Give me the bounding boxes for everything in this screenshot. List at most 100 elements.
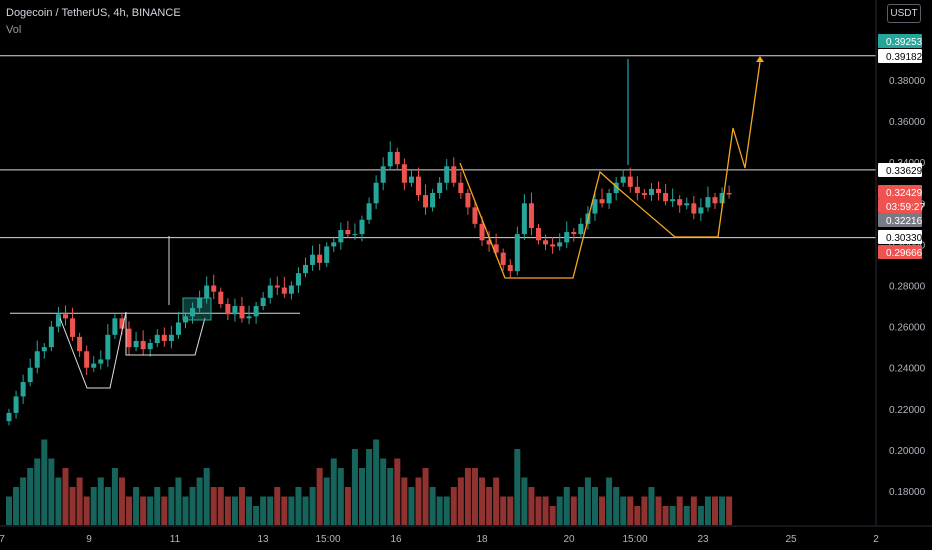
candle-body (168, 334, 174, 341)
volume-bar (704, 496, 711, 525)
volume-bar (323, 477, 330, 525)
candle-body (606, 193, 612, 204)
candle-body (620, 176, 626, 183)
candle-body (98, 359, 104, 364)
volume-bar (231, 496, 238, 525)
price-label-text-last-price: 0.32429 (886, 188, 923, 199)
price-label-text-resistance-top: 0.39182 (886, 52, 923, 63)
candle-body (500, 252, 506, 265)
volume-bars (6, 439, 733, 525)
volume-bar (726, 496, 733, 525)
volume-bar (90, 487, 97, 525)
price-label-text-entry: 0.32216 (886, 216, 923, 227)
time-axis[interactable]: 7 9 11 13 15:00 16 18 20 15:00 23 25 2 (0, 525, 932, 545)
candle-body (175, 322, 181, 335)
volume-bar (606, 477, 613, 525)
volume-bar (394, 458, 401, 525)
volume-bar (479, 477, 486, 525)
candle-body (288, 285, 294, 294)
price-tick-label: 0.20000 (889, 446, 926, 457)
volume-bar (690, 496, 697, 525)
price-label-resistance-top (878, 49, 922, 63)
candle-body (112, 318, 118, 335)
price-tick-label: 0.28000 (889, 282, 926, 293)
volume-bar (648, 487, 655, 525)
price-tick-label: 0.22000 (889, 405, 926, 416)
volume-bar (662, 506, 669, 525)
candle-body (133, 340, 139, 348)
candle-body (550, 244, 556, 247)
candle-body (77, 336, 83, 352)
volume-bar (535, 496, 542, 525)
volume-bar (556, 496, 563, 525)
price-tick-label: 0.26000 (889, 323, 926, 334)
volume-bar (599, 496, 606, 525)
volume-bar (641, 496, 648, 525)
volume-bar (288, 496, 295, 525)
volume-bar (655, 496, 662, 525)
volume-bar (359, 468, 365, 525)
candle-body (648, 188, 654, 196)
volume-bar (634, 506, 641, 525)
candle-body (571, 232, 577, 235)
candle-body (423, 195, 429, 208)
candle-body (691, 203, 697, 214)
time-tick-label: 7 (0, 534, 5, 545)
volume-bar (224, 496, 231, 525)
volume-indicator-label[interactable]: Vol (6, 24, 22, 36)
candle-body (684, 203, 690, 206)
volume-bar (436, 496, 443, 525)
volume-bar (486, 487, 493, 525)
candles (6, 59, 732, 426)
candle-body (437, 182, 443, 194)
price-label-support (878, 230, 922, 244)
candle-body (677, 199, 683, 206)
currency-button[interactable]: USDT (887, 4, 921, 23)
volume-bar (246, 496, 253, 525)
time-tick-label: 13 (257, 534, 269, 545)
time-tick-label: 9 (86, 534, 92, 545)
volume-bar (669, 506, 676, 525)
volume-bar (697, 506, 704, 525)
volume-bar (62, 468, 69, 525)
candle-body (253, 306, 259, 317)
volume-bar (422, 468, 429, 525)
volume-bar (238, 487, 245, 525)
candle-body (197, 297, 203, 309)
candle-body (20, 382, 26, 397)
highlight-box (182, 297, 212, 321)
volume-bar (620, 496, 627, 525)
volume-bar (309, 487, 316, 525)
candle-body (465, 193, 471, 208)
candle-body (641, 193, 647, 196)
candle-body (408, 176, 414, 183)
volume-bar (267, 496, 274, 525)
volume-bar (41, 439, 48, 525)
candle-body (27, 367, 33, 383)
orange-pattern (459, 61, 761, 279)
candle-body (267, 285, 273, 298)
volume-bar (161, 496, 168, 525)
price-axis[interactable]: 0.380000.360000.340000.320000.300000.280… (875, 0, 926, 525)
price-labels: 0.39253 0.39182 0.33629 0.32429 03:59:27 0.32… (878, 34, 925, 259)
candle-body (394, 151, 400, 165)
volume-bar (366, 449, 373, 525)
volume-bar (6, 496, 12, 525)
volume-bar (464, 468, 471, 525)
candle-body (161, 334, 167, 341)
volume-bar (168, 487, 175, 525)
candle-body (359, 219, 365, 235)
volume-bar (521, 477, 528, 525)
candle-body (105, 334, 111, 360)
time-tick-label: 15:00 (315, 534, 340, 545)
candle-body (507, 264, 513, 272)
pattern-drawings[interactable] (59, 56, 764, 389)
candle-body (592, 199, 598, 214)
price-label-stop (878, 245, 922, 259)
time-tick-label: 20 (563, 534, 575, 545)
candle-body (274, 285, 280, 288)
candle-body (634, 186, 640, 194)
time-tick-label: 18 (476, 534, 488, 545)
volume-bar (500, 496, 507, 525)
